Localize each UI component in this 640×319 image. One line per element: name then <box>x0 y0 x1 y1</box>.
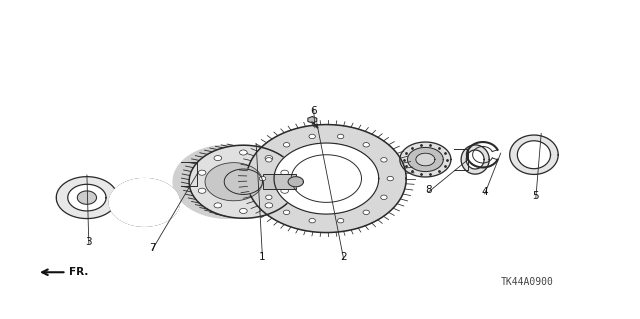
Text: 7: 7 <box>148 243 156 253</box>
Ellipse shape <box>309 134 316 139</box>
Polygon shape <box>400 142 451 177</box>
Text: 4: 4 <box>481 187 488 197</box>
Polygon shape <box>224 169 262 195</box>
Polygon shape <box>120 186 169 219</box>
Ellipse shape <box>266 158 272 162</box>
Polygon shape <box>109 179 179 226</box>
Ellipse shape <box>266 195 272 199</box>
Polygon shape <box>291 155 362 202</box>
Ellipse shape <box>214 156 221 161</box>
Polygon shape <box>517 141 550 169</box>
Ellipse shape <box>198 188 206 193</box>
Polygon shape <box>132 194 157 211</box>
Polygon shape <box>246 124 406 233</box>
Polygon shape <box>416 153 435 166</box>
Ellipse shape <box>265 156 273 161</box>
Polygon shape <box>274 143 379 214</box>
Polygon shape <box>509 135 558 174</box>
FancyBboxPatch shape <box>262 174 296 189</box>
Ellipse shape <box>381 195 387 199</box>
Ellipse shape <box>337 134 344 139</box>
Ellipse shape <box>281 188 289 193</box>
Text: FR.: FR. <box>69 267 88 277</box>
Polygon shape <box>68 184 106 211</box>
Text: 3: 3 <box>86 237 92 247</box>
Ellipse shape <box>239 208 247 213</box>
Polygon shape <box>205 163 262 201</box>
Ellipse shape <box>337 219 344 223</box>
Polygon shape <box>416 153 435 166</box>
Polygon shape <box>120 186 169 219</box>
Ellipse shape <box>363 210 369 215</box>
Polygon shape <box>56 177 118 219</box>
Ellipse shape <box>381 158 387 162</box>
Polygon shape <box>461 145 489 174</box>
Ellipse shape <box>214 203 221 208</box>
Text: 8: 8 <box>425 185 432 195</box>
Ellipse shape <box>265 203 273 208</box>
Polygon shape <box>189 145 298 218</box>
Polygon shape <box>109 179 179 226</box>
Text: 5: 5 <box>532 191 539 201</box>
Ellipse shape <box>281 170 289 175</box>
Polygon shape <box>132 194 157 211</box>
Polygon shape <box>467 150 484 169</box>
Ellipse shape <box>239 150 247 155</box>
Polygon shape <box>120 186 169 219</box>
Polygon shape <box>77 191 97 204</box>
Ellipse shape <box>387 176 394 181</box>
Ellipse shape <box>259 176 266 181</box>
Text: 1: 1 <box>259 252 266 262</box>
Text: 6: 6 <box>310 106 317 115</box>
Polygon shape <box>274 143 379 214</box>
Text: 2: 2 <box>340 252 347 262</box>
Ellipse shape <box>198 170 206 175</box>
Ellipse shape <box>284 143 290 147</box>
Ellipse shape <box>284 210 290 215</box>
Text: TK44A0900: TK44A0900 <box>501 277 554 287</box>
Polygon shape <box>408 147 444 172</box>
Polygon shape <box>132 194 157 211</box>
Polygon shape <box>109 179 179 226</box>
Polygon shape <box>173 145 282 218</box>
Polygon shape <box>308 117 317 123</box>
Ellipse shape <box>363 143 369 147</box>
Ellipse shape <box>309 219 316 223</box>
Polygon shape <box>288 177 303 187</box>
